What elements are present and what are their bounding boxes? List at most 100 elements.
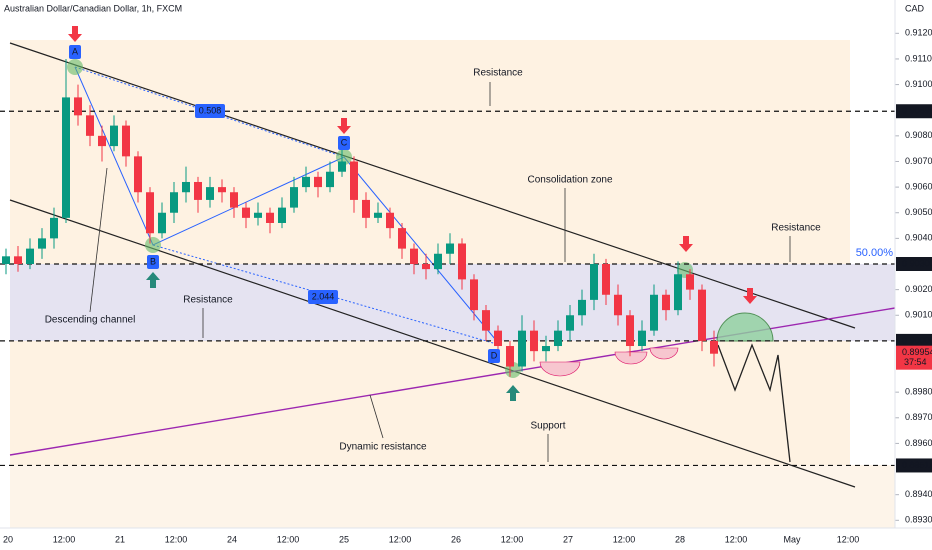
pivot xyxy=(67,59,83,75)
arrows-up xyxy=(146,272,520,401)
candle-body xyxy=(698,289,706,341)
candle-body xyxy=(602,264,610,295)
price-tag xyxy=(896,257,932,271)
candle-body xyxy=(266,212,274,223)
candle-body xyxy=(146,192,154,234)
candle-body xyxy=(614,294,622,316)
candle-body xyxy=(278,207,286,223)
candle-body xyxy=(386,212,394,229)
candle-body xyxy=(2,256,10,264)
annotation: Descending channel xyxy=(45,315,136,326)
candle-body xyxy=(350,161,358,200)
price-tag-label: 0.89514 xyxy=(902,460,932,470)
candle-body xyxy=(62,97,70,218)
arrows-down xyxy=(68,26,757,304)
currency: CAD xyxy=(905,3,925,13)
point-label: C xyxy=(341,137,348,147)
candle-body xyxy=(446,243,454,254)
ratio-box xyxy=(195,104,225,118)
x-tick-label: 12:00 xyxy=(837,534,860,544)
x-tick-label: 21 xyxy=(115,534,125,544)
pivot xyxy=(145,237,161,253)
annotation: Resistance xyxy=(473,68,523,79)
candle-body xyxy=(638,330,646,347)
candle-body xyxy=(542,346,550,352)
candle-body xyxy=(290,187,298,208)
candle-body xyxy=(26,248,34,264)
candle-body xyxy=(422,264,430,270)
pointers xyxy=(89,82,791,462)
x-tick-label: 12:00 xyxy=(165,534,188,544)
candle-body xyxy=(86,115,94,136)
candle-body xyxy=(686,274,694,290)
candles xyxy=(2,58,718,377)
candle-body xyxy=(506,346,514,367)
candle-body xyxy=(302,176,310,188)
annotation: Resistance xyxy=(183,295,233,306)
last-price-label: 0.89954 xyxy=(902,347,932,357)
candle-body xyxy=(482,310,490,331)
x-tick-label: 26 xyxy=(451,534,461,544)
candle-body xyxy=(182,181,190,193)
candle-body xyxy=(50,217,58,239)
x-tick-label: 28 xyxy=(675,534,685,544)
projection xyxy=(717,343,791,463)
candle-body xyxy=(98,135,106,147)
candle-body xyxy=(674,274,682,311)
x-tick-label: May xyxy=(783,534,801,544)
candle-body xyxy=(74,97,82,116)
price-tag-label: 0.90896 xyxy=(902,106,932,116)
dome xyxy=(716,312,774,342)
price-tag xyxy=(896,104,932,119)
point-box xyxy=(69,45,81,59)
candle-body xyxy=(314,176,322,188)
pivot xyxy=(336,149,352,165)
x-tick-label: 20 xyxy=(3,534,13,544)
candle-body xyxy=(122,125,130,157)
annotation: Support xyxy=(530,421,565,432)
candle-body xyxy=(566,315,574,331)
candle-body xyxy=(590,264,598,300)
candle-body xyxy=(518,330,526,367)
candle-body xyxy=(158,212,166,234)
candle-body xyxy=(134,156,142,193)
fib-label: 50.00% xyxy=(856,247,894,259)
x-tick-label: 12:00 xyxy=(501,534,524,544)
x-tick-label: 24 xyxy=(227,534,237,544)
candle-body xyxy=(494,330,502,347)
candle-body xyxy=(398,228,406,249)
last-price-tag xyxy=(896,345,932,370)
price-tag-label: 0.90000 xyxy=(902,335,932,345)
candle-body xyxy=(554,330,562,347)
price-tag xyxy=(896,333,932,348)
ratio-label: 2.044 xyxy=(312,291,335,301)
channel-line xyxy=(9,42,856,329)
candle-body xyxy=(218,187,226,193)
chart-title: Australian Dollar/Canadian Dollar, 1h, F… xyxy=(4,3,182,13)
drawings xyxy=(9,26,896,528)
countdown: 37:54 xyxy=(904,357,927,367)
candle-body xyxy=(38,238,46,249)
candle-body xyxy=(326,171,334,188)
candle-body xyxy=(662,294,670,311)
candle-body xyxy=(410,248,418,264)
x-tick-label: 12:00 xyxy=(725,534,748,544)
cup xyxy=(539,361,581,377)
price-tag xyxy=(896,458,932,473)
candle-body xyxy=(194,181,202,200)
annotation: Consolidation zone xyxy=(527,175,612,186)
cup xyxy=(649,347,679,360)
point-box xyxy=(338,136,350,150)
